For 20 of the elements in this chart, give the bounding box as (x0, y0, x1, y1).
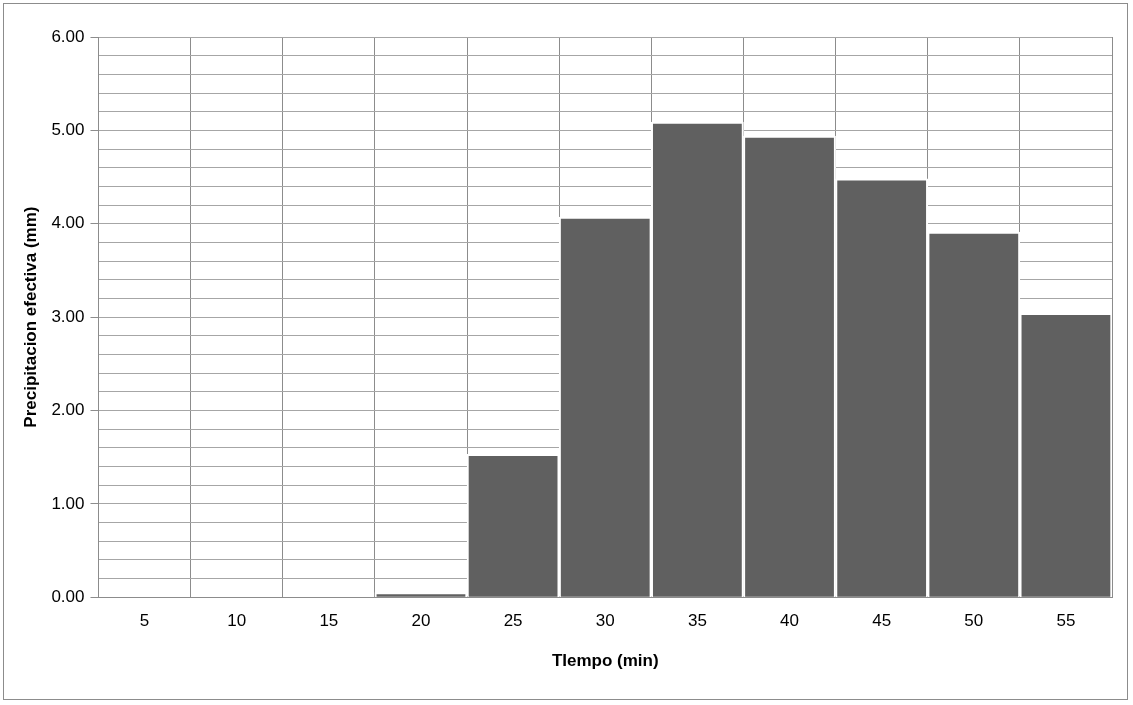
y-tick-label: 4.00 (51, 213, 85, 233)
x-tick-label: 25 (503, 611, 523, 631)
x-tick-label: 5 (139, 611, 150, 631)
x-tick-label: 30 (595, 611, 615, 631)
x-tick-label: 55 (1056, 611, 1076, 631)
y-tick-label: 0.00 (51, 586, 85, 606)
x-tick-label: 35 (687, 611, 707, 631)
x-tick-label: 50 (964, 611, 984, 631)
y-tick-label: 1.00 (51, 493, 85, 513)
x-tick-label: 15 (319, 611, 339, 631)
y-tick-label: 3.00 (51, 306, 85, 326)
x-tick-label: 10 (227, 611, 247, 631)
x-tick-label: 45 (872, 611, 892, 631)
x-axis-title: TIempo (min) (551, 651, 659, 671)
x-tick-label: 20 (411, 611, 431, 631)
x-tick-label: 40 (780, 611, 799, 631)
y-tick-label: 5.00 (51, 120, 85, 140)
y-axis-title: Precipitacion efectiva (mm) (20, 206, 40, 428)
y-tick-label: 2.00 (51, 400, 85, 420)
y-tick-label: 6.00 (51, 26, 85, 46)
